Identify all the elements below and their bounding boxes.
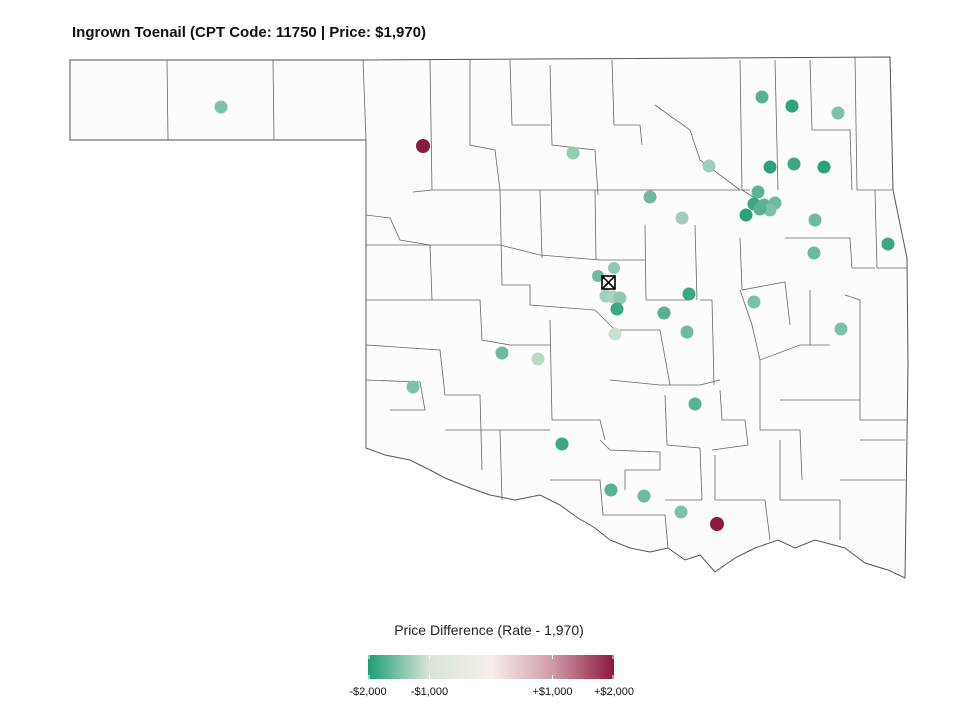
price-point — [834, 322, 848, 336]
price-point — [637, 489, 651, 503]
price-point — [751, 185, 765, 199]
price-point — [763, 160, 777, 174]
oklahoma-county-map — [69, 56, 909, 579]
price-point — [406, 380, 420, 394]
map-title: Ingrown Toenail (CPT Code: 11750 | Price… — [72, 24, 427, 41]
price-point — [610, 302, 624, 316]
price-point — [608, 327, 622, 341]
price-point — [682, 287, 696, 301]
color-scale-bar — [368, 655, 614, 679]
price-point — [747, 295, 761, 309]
price-point — [531, 352, 545, 366]
price-point — [643, 190, 657, 204]
price-point — [763, 203, 777, 217]
legend-tick-label: -$2,000 — [349, 686, 387, 698]
price-point — [674, 505, 688, 519]
price-points — [214, 90, 895, 531]
price-point — [592, 270, 604, 282]
price-point — [675, 211, 689, 225]
price-point — [787, 157, 801, 171]
price-point — [881, 237, 895, 251]
price-point — [753, 202, 767, 216]
price-point — [688, 397, 702, 411]
price-point — [613, 291, 627, 305]
legend-tick-label: -$1,000 — [410, 686, 449, 698]
price-point — [808, 213, 822, 227]
price-point — [831, 106, 845, 120]
price-point — [555, 437, 569, 451]
crossed-box-icon — [601, 275, 616, 290]
legend-title: Price Difference (Rate - 1,970) — [394, 622, 584, 638]
price-point — [657, 306, 671, 320]
price-point — [785, 99, 799, 113]
price-point — [710, 517, 724, 531]
price-point — [566, 146, 580, 160]
price-point — [739, 208, 753, 222]
price-point — [495, 346, 509, 360]
price-point — [608, 262, 620, 274]
price-point — [214, 100, 228, 114]
price-point — [680, 325, 694, 339]
price-point — [755, 90, 769, 104]
price-point — [817, 160, 831, 174]
legend-tick-label: +$2,000 — [593, 686, 635, 698]
price-point — [604, 483, 618, 497]
price-point — [807, 246, 821, 260]
price-point — [416, 139, 430, 153]
price-point — [702, 159, 716, 173]
legend-tick-label: +$1,000 — [532, 686, 573, 698]
